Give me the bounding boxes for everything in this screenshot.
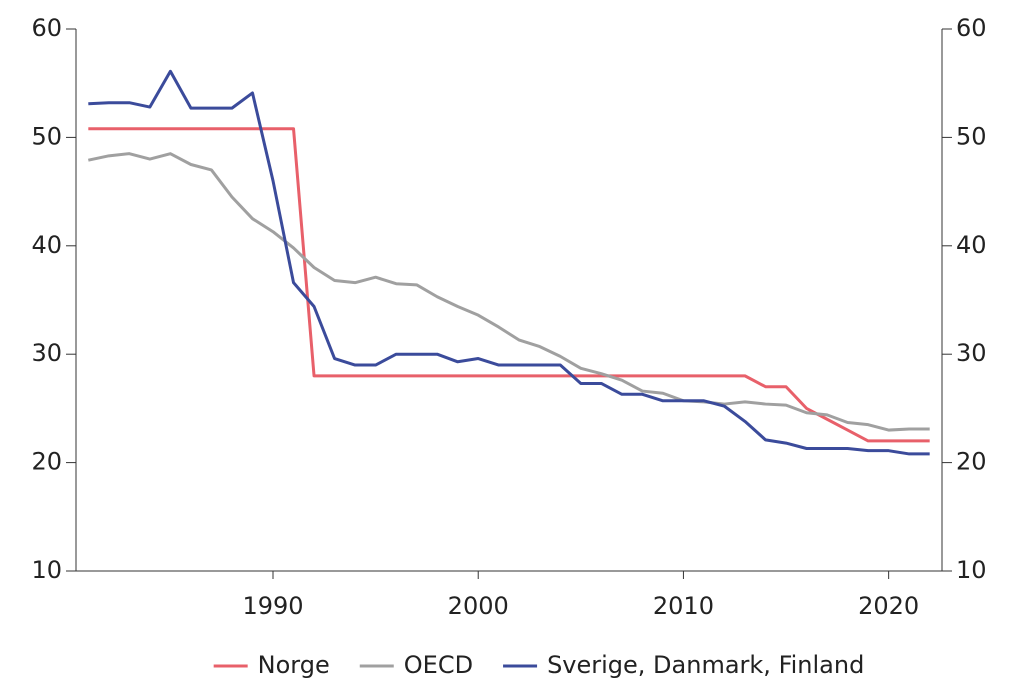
y-tick-label: 20 (31, 448, 62, 476)
legend-label: OECD (404, 651, 473, 679)
line-series (88, 127, 930, 443)
y2-tick-label: 30 (956, 339, 987, 367)
y2-tick-label: 40 (956, 231, 987, 259)
legend-label: Norge (258, 651, 330, 679)
y-tick-label: 50 (31, 122, 62, 150)
legend-label: Sverige, Danmark, Finland (547, 651, 864, 679)
x-tick-label: 2000 (448, 592, 509, 620)
x-tick-label: 1990 (242, 592, 303, 620)
x-tick-label: 2010 (653, 592, 714, 620)
line-series (88, 69, 930, 456)
y-tick-label: 10 (31, 556, 62, 584)
y2-tick-label: 50 (956, 122, 987, 150)
y-tick-label: 60 (31, 14, 62, 42)
y-tick-label: 30 (31, 339, 62, 367)
y2-tick-label: 60 (956, 14, 987, 42)
y2-tick-label: 10 (956, 556, 987, 584)
y2-tick-label: 20 (956, 448, 987, 476)
y-tick-label: 40 (31, 231, 62, 259)
x-tick-label: 2020 (858, 592, 919, 620)
line-series (88, 152, 930, 432)
